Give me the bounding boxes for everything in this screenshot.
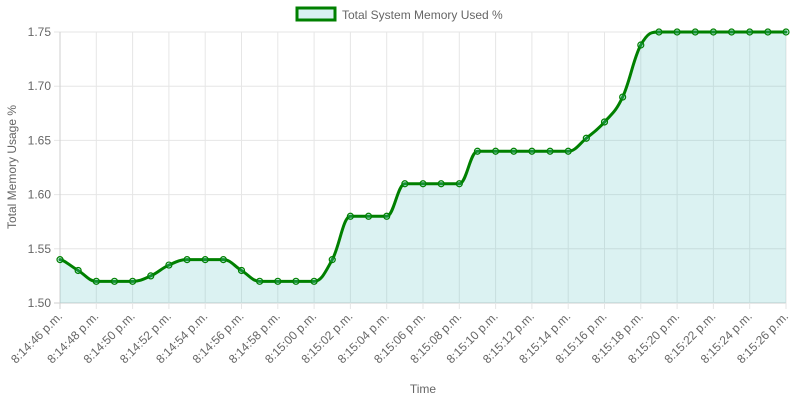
data-point[interactable] [383,212,391,220]
series-area-fill [60,32,786,303]
data-point[interactable] [346,212,354,220]
data-point[interactable] [292,277,300,285]
y-tick-label: 1.75 [28,25,52,39]
data-point[interactable] [74,266,82,275]
data-point[interactable] [165,261,173,269]
y-tick-label: 1.50 [28,296,52,310]
data-point[interactable] [328,256,336,264]
data-point[interactable] [619,93,627,101]
x-axis-ticks: 8:14:46 p.m.8:14:48 p.m.8:14:50 p.m.8:14… [8,309,791,366]
data-point[interactable] [727,28,736,36]
data-point[interactable] [709,28,718,36]
data-point[interactable] [129,277,137,285]
data-point[interactable] [364,212,373,220]
legend-label: Total System Memory Used % [342,8,503,22]
y-tick-label: 1.65 [28,133,52,147]
grid [54,31,787,309]
data-point[interactable] [110,277,119,285]
x-axis-title: Time [410,382,437,396]
data-point[interactable] [237,266,246,275]
data-point[interactable] [655,28,663,36]
data-point[interactable] [746,28,754,36]
data-point[interactable] [473,147,482,155]
data-point[interactable] [582,134,590,142]
data-point[interactable] [782,28,790,36]
data-point[interactable] [764,28,772,36]
data-point[interactable] [256,277,264,285]
data-point[interactable] [147,272,155,280]
data-point[interactable] [201,256,209,264]
data-point[interactable] [564,147,572,155]
data-point[interactable] [401,180,409,188]
data-point[interactable] [492,147,500,155]
data-point[interactable] [183,256,191,264]
data-point[interactable] [455,180,463,188]
legend-swatch [295,6,337,22]
data-point[interactable] [437,180,445,188]
y-axis-title: Total Memory Usage % [5,105,19,229]
data-point[interactable] [673,28,681,36]
y-axis-ticks: 1.50 1.55 1.60 1.65 1.70 1.75 [28,25,52,310]
data-point[interactable] [510,147,518,155]
y-tick-label: 1.70 [28,79,52,93]
y-tick-label: 1.60 [28,188,52,202]
data-point[interactable] [546,147,554,155]
data-point[interactable] [92,277,100,285]
legend[interactable]: Total System Memory Used % [295,6,503,22]
data-point[interactable] [310,277,318,285]
data-point[interactable] [691,28,699,36]
data-point[interactable] [600,118,609,126]
data-point[interactable] [637,41,645,49]
series-line [58,30,788,283]
data-point[interactable] [528,147,536,155]
data-point[interactable] [219,256,227,264]
y-tick-label: 1.55 [28,242,52,256]
series-points [56,28,790,285]
data-point[interactable] [56,256,64,264]
data-point[interactable] [274,277,282,285]
data-point[interactable] [419,180,427,188]
